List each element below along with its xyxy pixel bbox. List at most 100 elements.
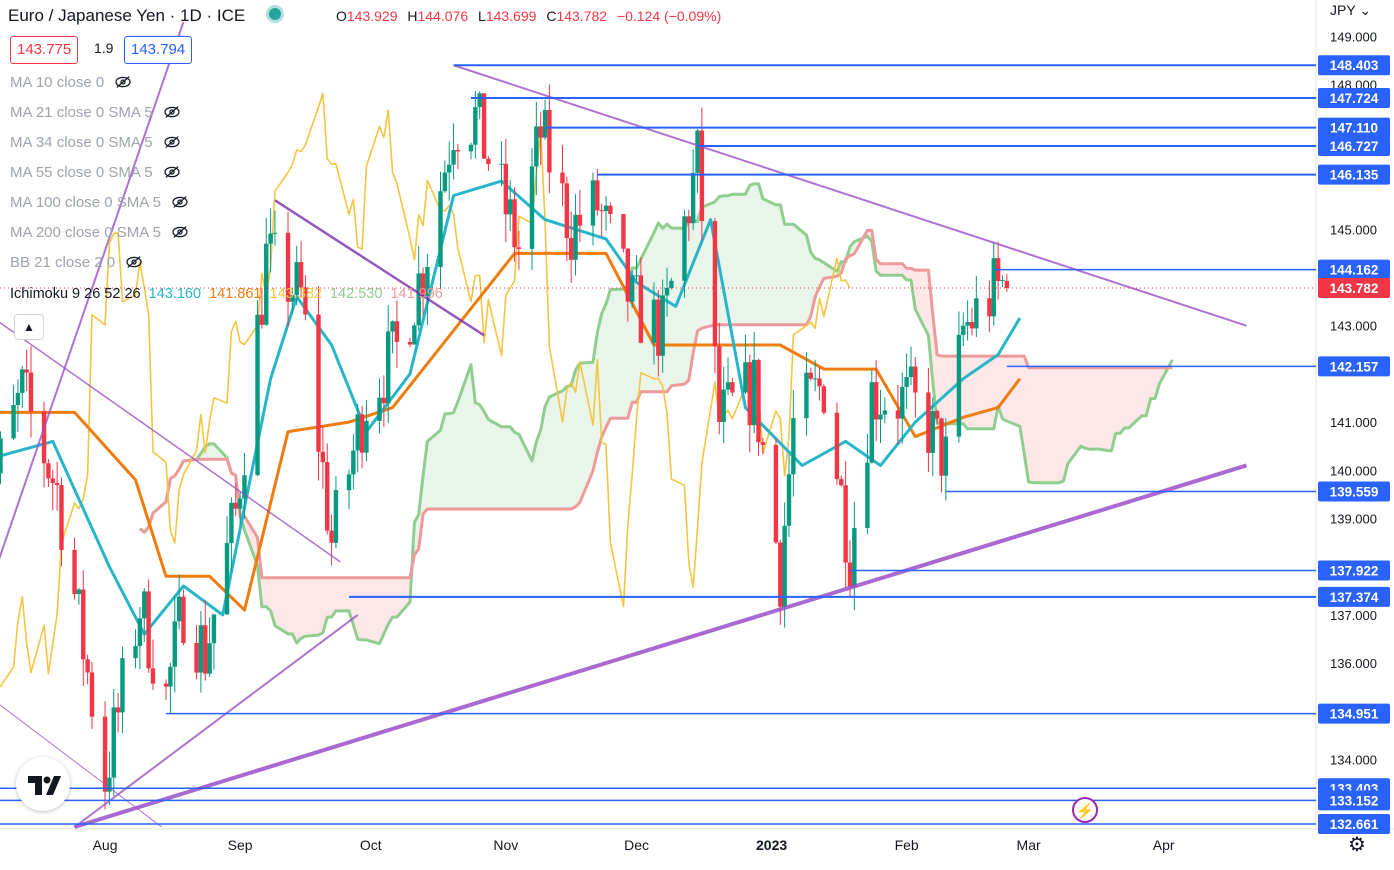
candle-body [878, 414, 883, 420]
candle-body [451, 150, 456, 165]
candle-body [46, 463, 51, 479]
buy-price-button[interactable]: 143.794 [124, 36, 193, 64]
eye-off-icon[interactable] [123, 255, 145, 269]
lightning-icon[interactable]: ⚡ [1072, 797, 1098, 823]
candle-body [843, 485, 848, 563]
candle [625, 248, 631, 322]
candle [420, 267, 426, 316]
candle-body [224, 543, 230, 615]
candle [272, 210, 278, 246]
candle-body [961, 325, 966, 335]
indicator-legend-item[interactable]: MA 200 close 0 SMA 5 [10, 224, 191, 241]
collapse-legend-button[interactable]: ▲ [14, 314, 44, 340]
candle-body [629, 275, 635, 302]
candle [115, 692, 121, 733]
candle-body [107, 777, 112, 792]
indicator-legend-item[interactable]: MA 21 close 0 SMA 5 [10, 104, 183, 121]
gear-icon[interactable]: ⚙ [1348, 834, 1366, 856]
candle-body [725, 382, 731, 390]
candle-body [412, 325, 417, 345]
cloud-segment [906, 268, 911, 281]
indicator-label: MA 55 close 0 SMA 5 [10, 164, 153, 181]
cloud-segment [453, 401, 458, 510]
indicator-legend-item[interactable]: MA 10 close 0 [10, 74, 134, 91]
candle-body [320, 451, 326, 463]
cloud-segment [1054, 367, 1060, 483]
ichimoku-legend[interactable]: Ichimoku 9 26 52 26 143.160 141.861 143.… [10, 286, 447, 302]
candle-body [11, 404, 16, 439]
eye-off-icon[interactable] [161, 135, 183, 149]
candle [50, 469, 55, 511]
candle-body [603, 205, 609, 211]
candle [285, 211, 291, 328]
candle-body [194, 643, 199, 673]
candle [203, 599, 208, 681]
candle [316, 286, 321, 481]
eye-off-icon[interactable] [161, 105, 183, 119]
candle [359, 405, 365, 469]
candle [107, 751, 112, 805]
level-price-label: 142.157 [1330, 359, 1379, 374]
cloud-segment [1089, 367, 1094, 450]
candle [264, 217, 269, 326]
cloud-segment [209, 443, 214, 460]
cloud-segment [1141, 367, 1147, 416]
candle [804, 352, 809, 436]
currency-selector[interactable]: JPY ⌄ [1330, 2, 1372, 18]
candle-body [712, 221, 718, 347]
cloud-segment [357, 577, 363, 640]
tradingview-logo-icon[interactable] [16, 757, 70, 811]
cloud-segment [579, 362, 593, 503]
candle [969, 307, 975, 336]
close-value: 143.782 [556, 8, 608, 24]
cloud-segment [362, 577, 367, 640]
cloud-segment [1150, 367, 1155, 399]
candle [507, 180, 513, 231]
candle [381, 375, 387, 427]
candle [634, 255, 639, 281]
candle [290, 288, 295, 314]
candle-body [237, 498, 243, 509]
indicator-legend-item[interactable]: MA 100 close 0 SMA 5 [10, 194, 191, 211]
symbol-title[interactable]: Euro / Japanese Yen · 1D · ICE [8, 6, 246, 25]
candle-body [869, 382, 874, 463]
indicator-legend-item[interactable]: BB 21 close 2 0 [10, 254, 145, 271]
candle-body [407, 341, 413, 345]
chevron-up-icon: ▲ [23, 320, 35, 334]
cloud-segment [274, 577, 289, 634]
low-label: L [478, 8, 486, 24]
ichimoku-span-b-value: 141.996 [390, 286, 443, 302]
candle [686, 209, 692, 242]
candle-body [965, 322, 970, 326]
eye-off-icon[interactable] [161, 165, 183, 179]
cloud-segment [688, 220, 694, 381]
cloud-segment [732, 194, 746, 325]
indicator-legend-item[interactable]: MA 55 close 0 SMA 5 [10, 164, 183, 181]
eye-off-icon[interactable] [169, 225, 191, 239]
open-label: O [336, 8, 347, 24]
indicator-legend-item[interactable]: MA 34 close 0 SMA 5 [10, 134, 183, 151]
cloud-segment [1124, 367, 1129, 428]
candle-body [974, 298, 979, 329]
eye-off-icon[interactable] [112, 75, 134, 89]
candle-body [203, 625, 208, 674]
candle-body [987, 298, 992, 317]
candle-body [364, 420, 369, 453]
candle [974, 275, 979, 338]
candle-body [751, 359, 757, 426]
cloud-segment [1037, 367, 1051, 483]
cloud-segment [1120, 367, 1125, 434]
eye-off-icon[interactable] [169, 195, 191, 209]
cloud-segment [932, 314, 938, 423]
sell-price-button[interactable]: 143.775 [10, 36, 79, 64]
candle [346, 469, 352, 510]
x-tick-label: 2023 [756, 837, 787, 853]
candle-body [699, 130, 705, 222]
cloud-segment [884, 263, 898, 276]
candle-body [590, 180, 596, 226]
candle-body [908, 366, 914, 378]
candle-body [634, 275, 639, 277]
candle-body [168, 666, 173, 687]
candle-body [865, 462, 870, 528]
